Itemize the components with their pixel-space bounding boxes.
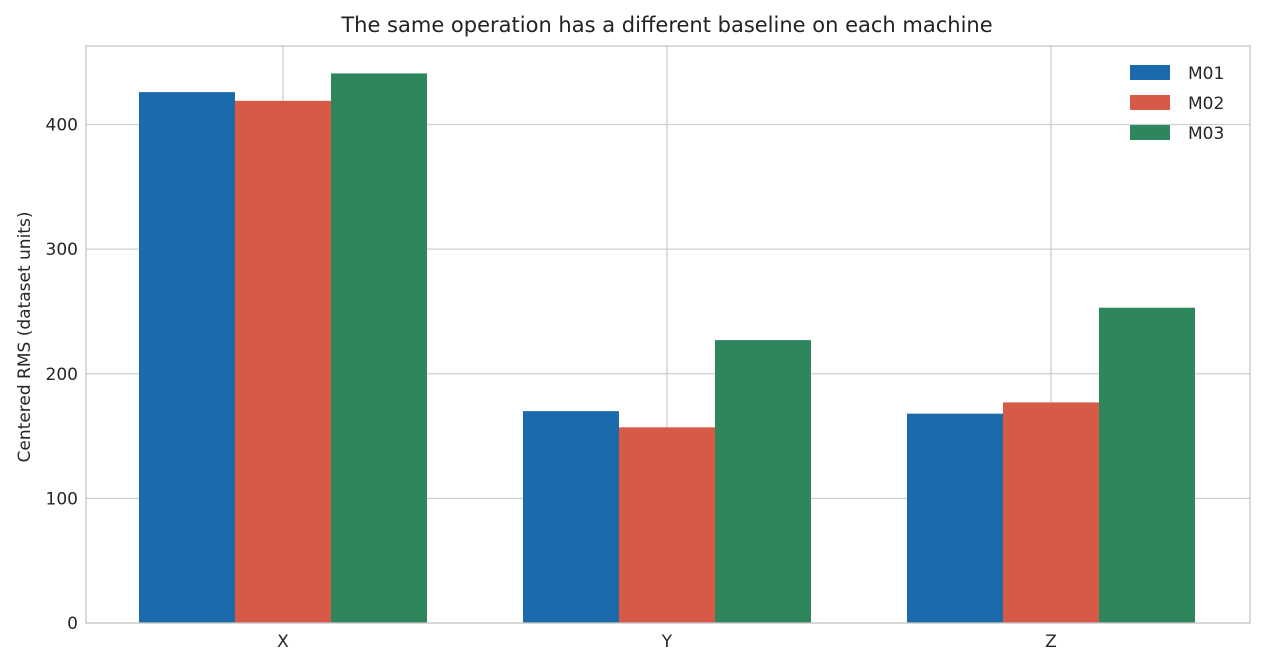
legend-label: M01 <box>1188 64 1224 84</box>
bar-m02-z <box>1003 402 1099 623</box>
legend-swatch <box>1130 65 1170 80</box>
bars <box>139 73 1195 624</box>
bar-m01-z <box>907 413 1003 623</box>
x-tick-label: X <box>277 632 289 652</box>
x-tick-label: Y <box>661 632 673 652</box>
chart-title: The same operation has a different basel… <box>340 13 992 37</box>
bar-m03-y <box>715 340 811 623</box>
y-tick-label: 0 <box>67 614 78 634</box>
y-tick-label: 400 <box>46 116 78 136</box>
legend-label: M02 <box>1188 94 1224 114</box>
plot-frame <box>85 45 1251 624</box>
bar-m01-x <box>139 92 235 623</box>
bar-m03-z <box>1099 307 1195 623</box>
legend-swatch <box>1130 95 1170 110</box>
x-tick-labels: X Y Z <box>277 632 1057 652</box>
y-tick-label: 300 <box>46 240 78 260</box>
legend: M01 M02 M03 <box>1130 64 1224 144</box>
bar-m01-y <box>523 411 619 623</box>
y-tick-label: 100 <box>46 489 78 509</box>
y-tick-labels: 0 100 200 300 400 <box>46 116 78 634</box>
x-tick-label: Z <box>1045 632 1057 652</box>
legend-label: M03 <box>1188 124 1224 144</box>
bar-m03-x <box>331 73 427 623</box>
bar-m02-x <box>235 100 331 624</box>
y-tick-label: 200 <box>46 365 78 385</box>
y-axis-label: Centered RMS (dataset units) <box>15 212 35 463</box>
bar-m02-y <box>619 427 715 623</box>
legend-swatch <box>1130 125 1170 140</box>
